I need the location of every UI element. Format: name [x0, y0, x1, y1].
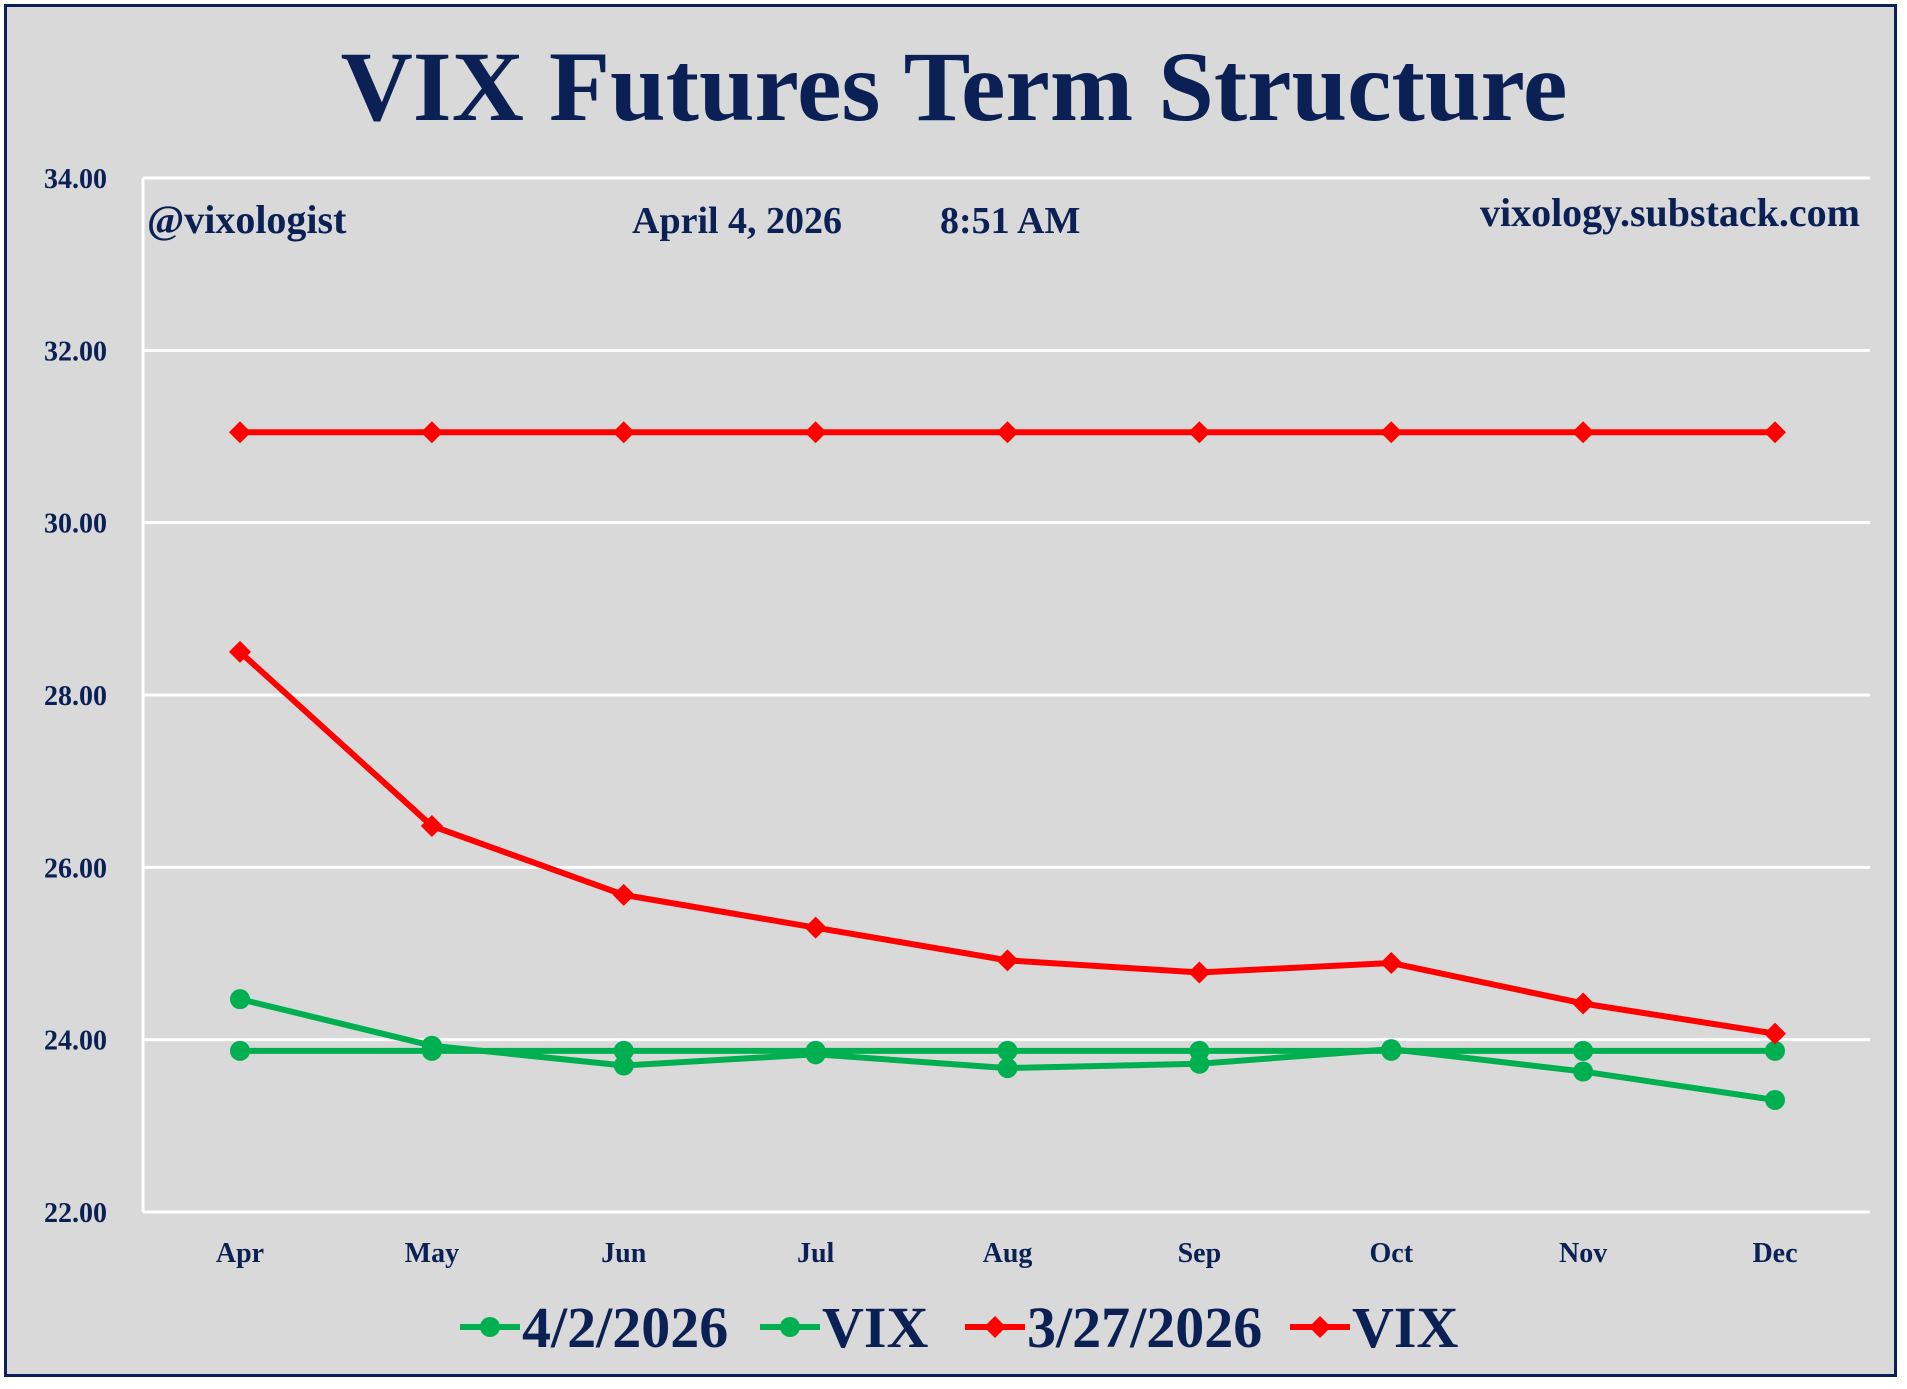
x-tick-label: Jul	[797, 1238, 835, 1269]
series-0	[230, 989, 1785, 1110]
handle-annotation: @vixologist	[147, 197, 347, 242]
chart-frame	[4, 4, 1897, 1377]
y-tick-label: 30.00	[44, 509, 107, 540]
gridlines	[143, 176, 1870, 1042]
data-point	[613, 1040, 634, 1061]
x-tick-label: Apr	[216, 1238, 264, 1269]
data-point	[805, 1044, 826, 1065]
series-2	[229, 640, 1786, 1045]
data-point	[1381, 1039, 1402, 1060]
axes	[141, 178, 1870, 1214]
legend-marker	[1309, 1316, 1331, 1338]
x-tick-label: Aug	[983, 1238, 1033, 1269]
legend-label: VIX	[1352, 1295, 1458, 1360]
legend-item: VIX	[760, 1295, 928, 1360]
data-point	[230, 1040, 250, 1061]
data-point	[1573, 1040, 1594, 1061]
data-point	[1573, 1061, 1594, 1082]
legend: 4/2/2026 VIX 3/27/2026 VIX	[460, 1295, 1458, 1360]
data-point	[1765, 1040, 1785, 1061]
data-point	[1188, 961, 1211, 984]
data-point	[1380, 951, 1403, 974]
legend-label: VIX	[822, 1295, 928, 1360]
x-tick-label: Jun	[601, 1238, 647, 1269]
y-tick-label: 26.00	[44, 853, 107, 884]
legend-item: VIX	[1290, 1295, 1458, 1360]
y-tick-label: 34.00	[44, 164, 107, 195]
series-line	[237, 649, 1776, 1037]
legend-label: 4/2/2026	[522, 1295, 728, 1360]
time-annotation: 8:51 AM	[940, 200, 1080, 242]
y-tick-labels: 22.00 24.00 26.00 28.00 30.00 32.00 34.00	[44, 164, 107, 1229]
data-point	[996, 949, 1019, 972]
legend-item: 4/2/2026	[460, 1295, 728, 1360]
legend-item: 3/27/2026	[965, 1295, 1262, 1360]
data-point	[1572, 992, 1595, 1015]
data-point	[420, 814, 443, 837]
chart-title: VIX Futures Term Structure	[341, 31, 1568, 142]
data-point	[1188, 421, 1211, 444]
data-point	[997, 1040, 1018, 1061]
site-annotation: vixology.substack.com	[1480, 190, 1860, 235]
x-tick-label: Dec	[1752, 1238, 1797, 1269]
data-point	[612, 883, 635, 906]
data-point	[613, 1055, 634, 1076]
legend-marker	[780, 1317, 800, 1337]
legend-marker	[480, 1317, 500, 1337]
series-3	[229, 421, 1786, 444]
y-tick-label: 28.00	[44, 681, 107, 712]
legend-marker	[984, 1316, 1006, 1338]
x-tick-label: Nov	[1559, 1238, 1607, 1269]
data-point	[1189, 1053, 1210, 1074]
data-point	[1764, 1022, 1786, 1045]
legend-label: 3/27/2026	[1027, 1295, 1262, 1360]
data-point	[997, 1058, 1018, 1079]
data-point	[804, 421, 827, 444]
y-tick-label: 22.00	[44, 1198, 107, 1229]
x-tick-label: May	[405, 1238, 459, 1269]
data-point	[230, 989, 250, 1010]
y-tick-label: 24.00	[44, 1026, 107, 1057]
date-annotation: April 4, 2026	[632, 200, 842, 242]
data-point	[1380, 421, 1403, 444]
data-point	[1572, 421, 1595, 444]
data-point	[612, 421, 635, 444]
data-point	[420, 421, 443, 444]
series-layer	[229, 421, 1786, 1110]
data-point	[229, 640, 251, 663]
data-point	[421, 1035, 442, 1056]
data-point	[229, 421, 251, 444]
data-point	[1764, 421, 1786, 444]
y-tick-label: 32.00	[44, 336, 107, 367]
x-tick-labels: Apr May Jun Jul Aug Sep Oct Nov Dec	[216, 1238, 1798, 1269]
data-point	[804, 916, 827, 939]
x-tick-label: Sep	[1178, 1238, 1222, 1269]
data-point	[996, 421, 1019, 444]
data-point	[1765, 1089, 1785, 1110]
x-tick-label: Oct	[1369, 1238, 1413, 1269]
